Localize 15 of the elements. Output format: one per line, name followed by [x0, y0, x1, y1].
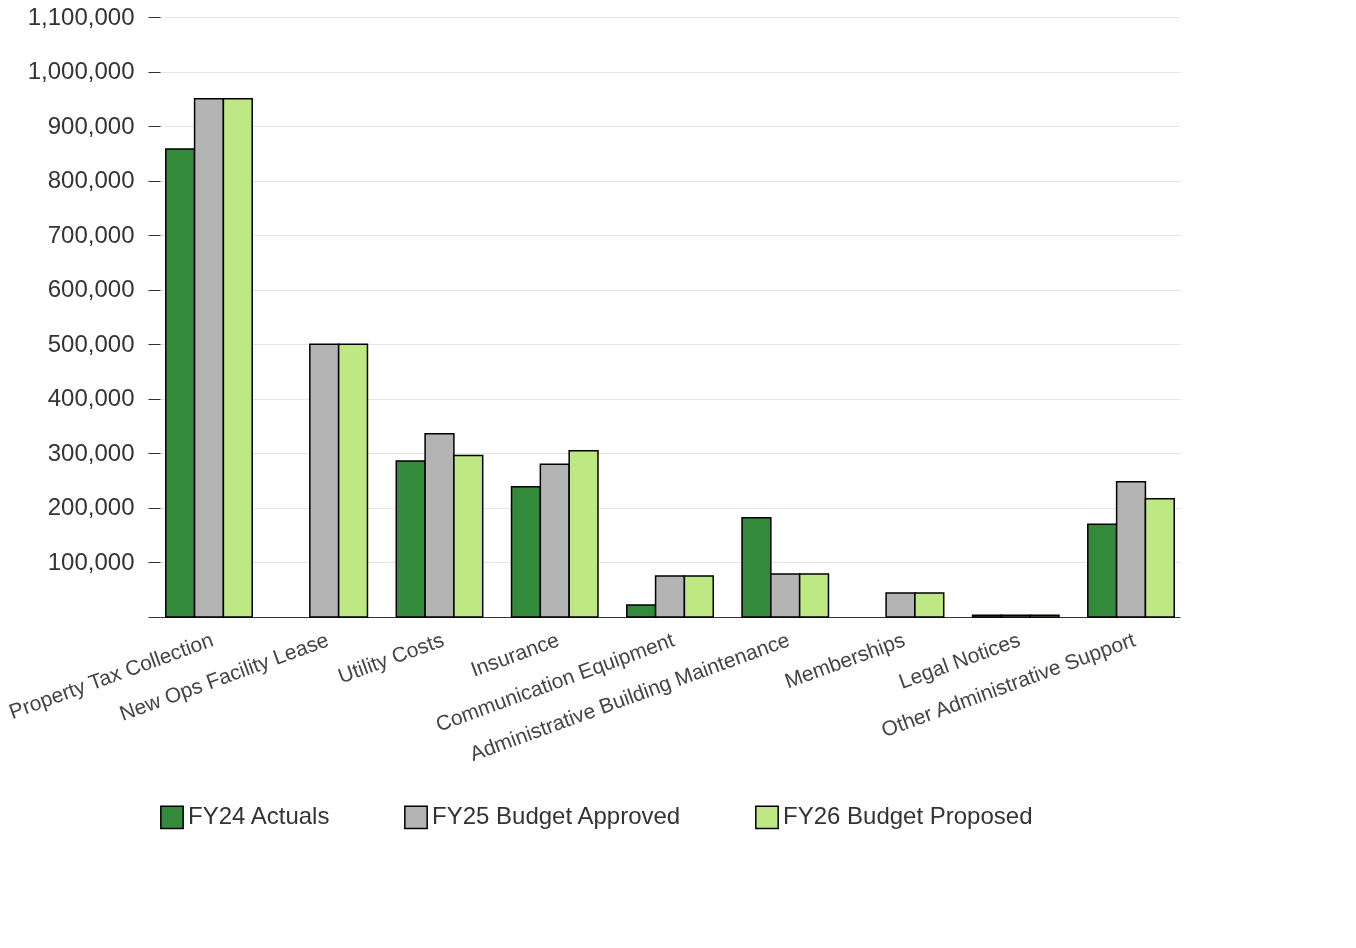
y-tick-label: 1,100,000 [27, 2, 135, 30]
legend-label: FY26 Budget Proposed [783, 802, 1033, 830]
y-tick-label: 200,000 [47, 493, 135, 521]
legend-label: FY24 Actuals [188, 802, 330, 830]
y-tick-label: 300,000 [47, 438, 135, 466]
y-tick-label: 100,000 [47, 547, 135, 575]
y-tick-label: 900,000 [47, 111, 135, 139]
x-tick-label: Utility Costs [334, 627, 447, 688]
y-tick-label: 400,000 [47, 384, 135, 412]
legend-label: FY25 Budget Approved [432, 802, 681, 830]
y-tick-label: 800,000 [47, 166, 135, 194]
y-tick-label: 500,000 [47, 329, 135, 357]
y-tick-label: 600,000 [47, 275, 135, 303]
y-tick-label: 1,000,000 [27, 57, 135, 85]
y-tick-label: 700,000 [47, 220, 135, 248]
